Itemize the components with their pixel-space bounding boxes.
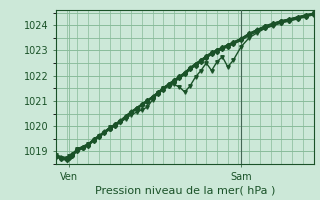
X-axis label: Pression niveau de la mer( hPa ): Pression niveau de la mer( hPa ) (95, 186, 275, 196)
